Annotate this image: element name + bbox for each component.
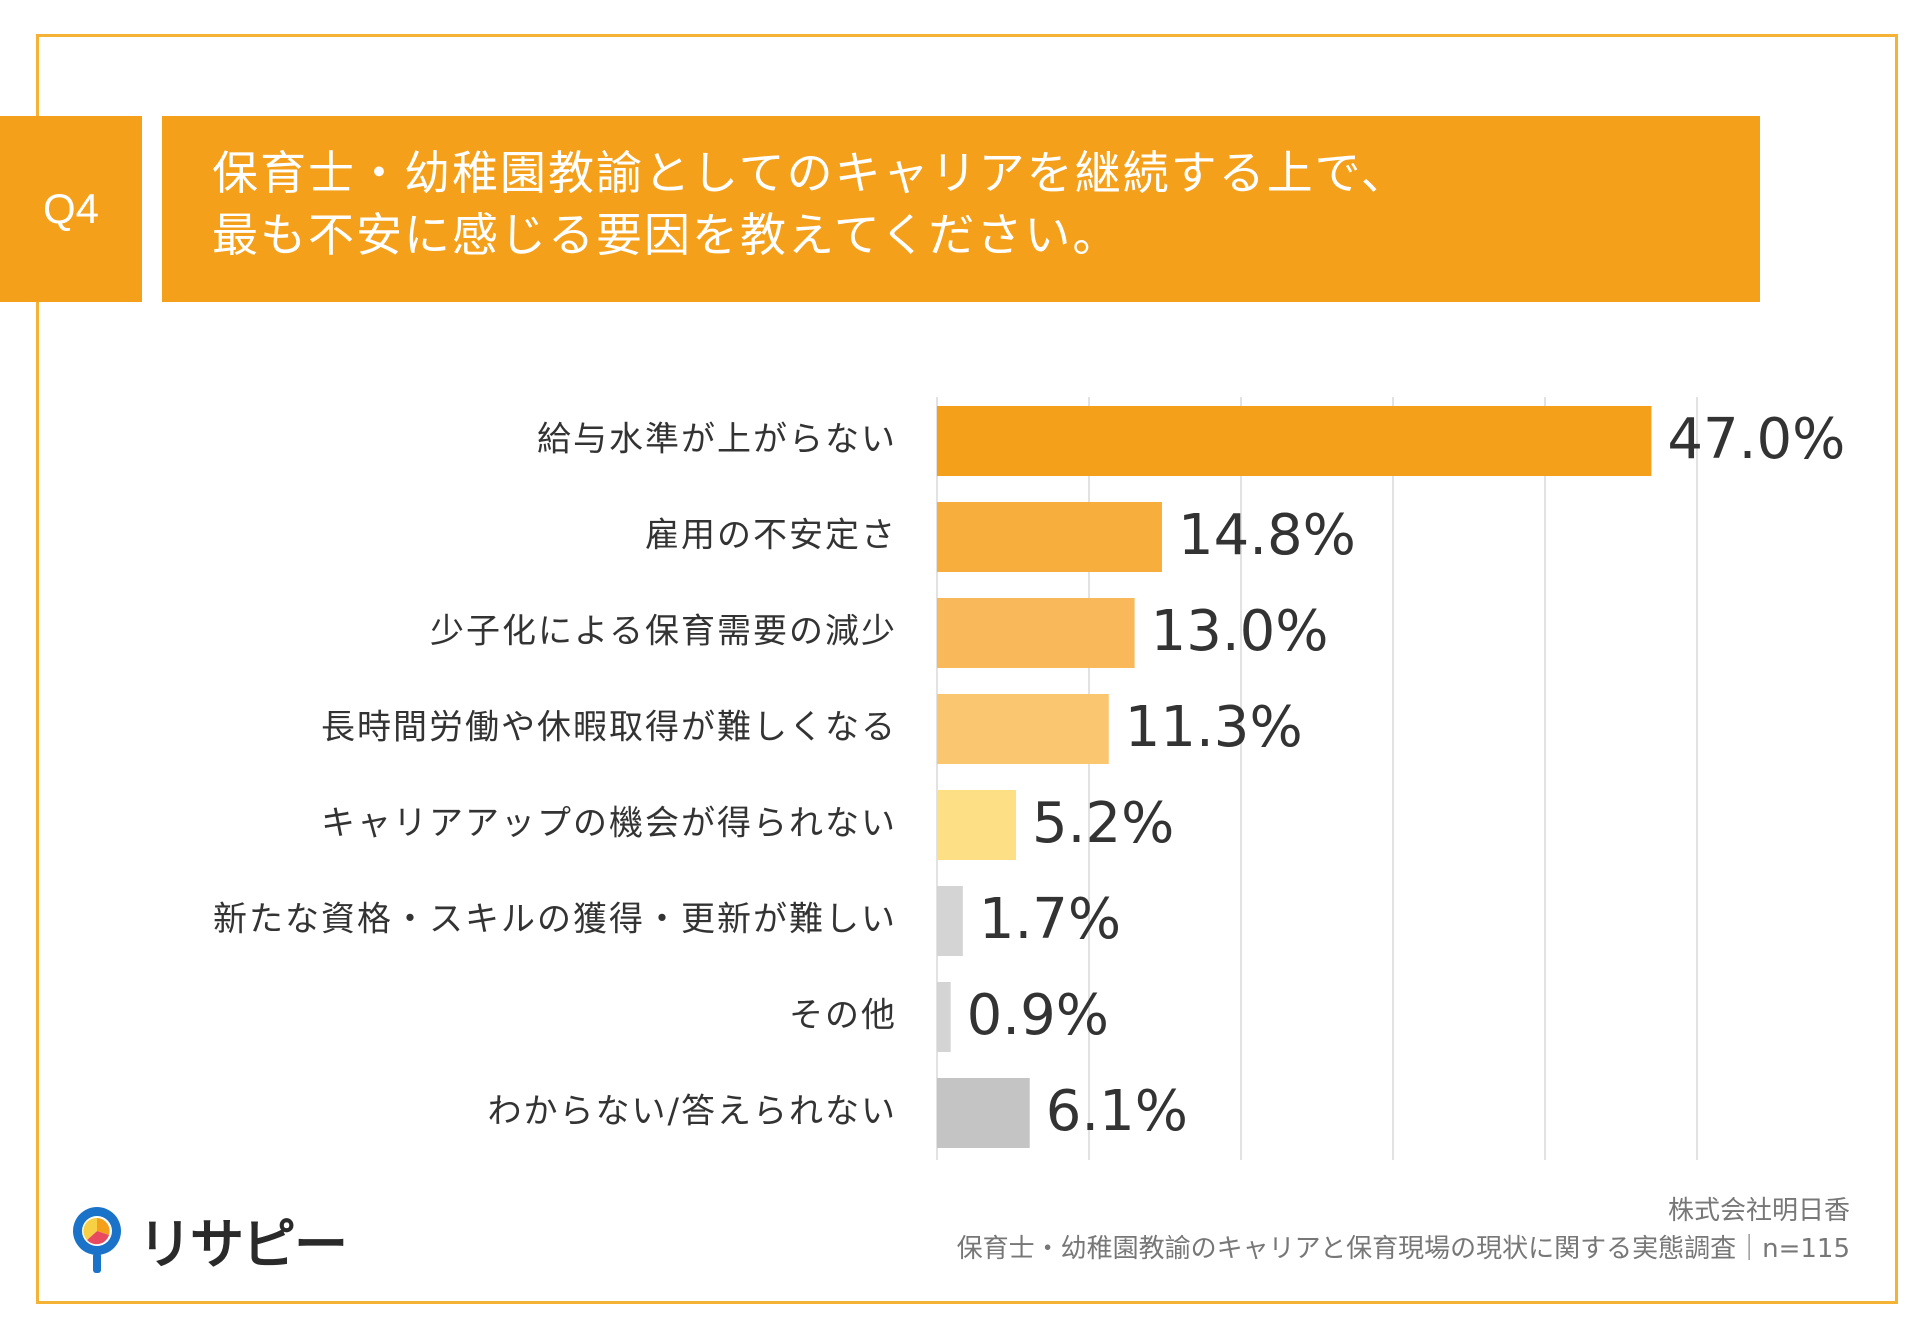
question-title-line2: 最も不安に感じる要因を教えてください。 bbox=[212, 208, 1121, 262]
value-label: 5.2% bbox=[1032, 791, 1174, 856]
category-label: 長時間労働や休暇取得が難しくなる bbox=[321, 708, 897, 748]
bar bbox=[937, 502, 1162, 572]
value-label: 13.0% bbox=[1151, 599, 1329, 664]
source-company: 株式会社明日香 bbox=[1667, 1196, 1850, 1226]
question-number: Q4 bbox=[0, 116, 142, 302]
category-label: その他 bbox=[789, 996, 897, 1036]
bar bbox=[937, 406, 1652, 476]
question-title: 保育士・幼稚園教諭としてのキャリアを継続する上で、 最も不安に感じる要因を教えて… bbox=[162, 116, 1760, 302]
value-label: 0.9% bbox=[967, 983, 1109, 1048]
category-label: わからない/答えられない bbox=[488, 1092, 897, 1132]
logo-text: リサピー bbox=[138, 1213, 348, 1276]
outer-frame bbox=[36, 34, 1898, 1304]
bar bbox=[937, 982, 951, 1052]
value-label: 14.8% bbox=[1178, 503, 1356, 568]
category-label: 少子化による保育需要の減少 bbox=[430, 612, 897, 652]
value-label: 47.0% bbox=[1667, 407, 1845, 472]
bar bbox=[937, 1078, 1030, 1148]
category-label: 雇用の不安定さ bbox=[645, 516, 897, 556]
source-survey: 保育士・幼稚園教諭のキャリアと保育現場の現状に関する実態調査｜n=115 bbox=[956, 1234, 1850, 1264]
category-label: キャリアアップの機会が得られない bbox=[321, 804, 897, 844]
bar bbox=[937, 886, 963, 956]
question-title-line1: 保育士・幼稚園教諭としてのキャリアを継続する上で、 bbox=[212, 146, 1409, 200]
bar bbox=[937, 790, 1017, 860]
value-label: 1.7% bbox=[979, 887, 1121, 952]
category-label: 給与水準が上がらない bbox=[537, 420, 897, 460]
pin-logo-icon bbox=[73, 1206, 121, 1273]
bar bbox=[937, 694, 1109, 764]
bar bbox=[937, 598, 1135, 668]
value-label: 11.3% bbox=[1125, 695, 1303, 760]
value-label: 6.1% bbox=[1046, 1079, 1188, 1144]
category-label: 新たな資格・スキルの獲得・更新が難しい bbox=[213, 900, 897, 940]
source-note: 株式会社明日香 保育士・幼稚園教諭のキャリアと保育現場の現状に関する実態調査｜n… bbox=[957, 1192, 1850, 1268]
logo: リサピー bbox=[70, 1200, 348, 1279]
